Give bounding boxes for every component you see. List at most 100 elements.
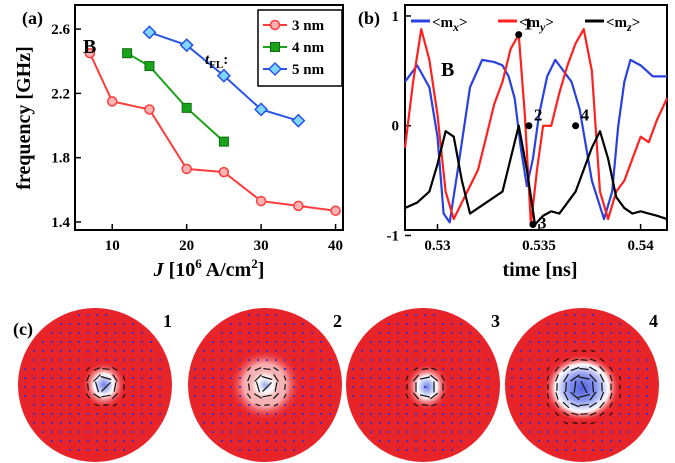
moment-arrow-74 [93, 367, 101, 371]
moment-dot-99 [203, 386, 205, 388]
panel-c: (c) 1 2 3 4 [13, 308, 659, 462]
moment-dot-186 [51, 440, 53, 442]
moment-arrow-75 [589, 366, 597, 372]
moment-dot-139 [442, 404, 444, 406]
moment-dot-78 [460, 368, 462, 370]
moment-dot-162 [51, 422, 53, 424]
moment-dot-87 [69, 377, 71, 379]
moment-dot-147 [51, 413, 53, 415]
moment-dot-87 [239, 377, 241, 379]
moment-arrow-119 [555, 392, 559, 400]
moment-dot-187 [388, 440, 390, 442]
moment-arrow-151 [571, 412, 579, 416]
moment-dot-42 [406, 350, 408, 352]
moment-dot-180 [266, 431, 268, 433]
moment-dot-158 [320, 413, 322, 415]
panel-a-ylabel: frequency [GHz] [13, 46, 35, 190]
moment-arrow-155 [609, 412, 613, 416]
moment-dot-100 [370, 386, 372, 388]
moment-dot-148 [230, 413, 232, 415]
marker-3-nm-6 [293, 200, 304, 212]
legend-label-5-nm: 5 nm [292, 62, 325, 78]
series-line-3-nm [88, 52, 336, 212]
moment-dot-80 [320, 368, 322, 370]
moment-dot-41 [556, 350, 558, 352]
panel-b-series [403, 28, 668, 226]
moment-dot-117 [538, 395, 540, 397]
moment-arrow-94 [618, 375, 622, 381]
moment-dot-187 [60, 440, 62, 442]
moment-dot-97 [159, 377, 161, 379]
moment-dot-168 [433, 422, 435, 424]
moment-dot-128 [637, 395, 639, 397]
series-line-mz [404, 124, 668, 226]
moment-dot-111 [141, 386, 143, 388]
moment-dot-102 [230, 386, 232, 388]
moment-dot-78 [619, 368, 621, 370]
moment-dot-189 [78, 440, 80, 442]
moment-arrow-74 [579, 367, 589, 371]
moment-dot-144 [487, 404, 489, 406]
moment-dot-115 [520, 395, 522, 397]
moment-dot-7 [574, 323, 576, 325]
moment-dot-68 [529, 368, 531, 370]
moment-dot-81 [329, 368, 331, 370]
moment-dot-14 [547, 332, 549, 334]
moment-dot-16 [248, 332, 250, 334]
moment-dot-72 [78, 368, 80, 370]
moment-dot-71 [239, 368, 241, 370]
moment-dot-191 [266, 440, 268, 442]
moment-dot-144 [329, 404, 331, 406]
moment-arrow-93 [122, 375, 126, 381]
moment-dot-88 [78, 377, 80, 379]
moment-dot-79 [628, 368, 630, 370]
moment-dot-176 [547, 431, 549, 433]
moment-dot-175 [221, 431, 223, 433]
moment-dot-28 [248, 341, 250, 343]
moment-arrow-121 [254, 393, 262, 399]
moment-arrow-108 [113, 382, 117, 392]
moment-dot-77 [451, 368, 453, 370]
panel-b-xlabel: time [ns] [503, 259, 578, 281]
moment-dot-110 [132, 386, 134, 388]
moment-dot-6 [248, 323, 250, 325]
moment-dot-65 [487, 359, 489, 361]
moment-dot-181 [592, 431, 594, 433]
snapshot-4: 4 [505, 308, 659, 462]
moment-dot-20 [284, 332, 286, 334]
moment-dot-185 [141, 431, 143, 433]
moment-dot-60 [284, 359, 286, 361]
moment-dot-179 [257, 431, 259, 433]
moment-dot-111 [469, 386, 471, 388]
moment-dot-132 [51, 404, 53, 406]
moment-dot-84 [529, 377, 531, 379]
snapshot-1-label: 1 [163, 311, 172, 331]
moment-dot-15 [69, 332, 71, 334]
moment-dot-197 [78, 449, 80, 451]
moment-dot-165 [78, 422, 80, 424]
moment-dot-151 [257, 413, 259, 415]
snapshot-4-core [544, 354, 620, 422]
moment-dot-35 [311, 341, 313, 343]
moment-dot-156 [619, 413, 621, 415]
moment-dot-150 [248, 413, 250, 415]
marker-3-nm-2 [144, 104, 155, 115]
series-line-4-nm [126, 52, 225, 143]
moment-dot-170 [451, 422, 453, 424]
moment-dot-154 [284, 413, 286, 415]
y-tick-label-1-8: 1.8 [51, 151, 70, 167]
moment-dot-186 [379, 440, 381, 442]
moment-dot-93 [451, 377, 453, 379]
moment-dot-54 [60, 359, 62, 361]
moment-dot-172 [141, 422, 143, 424]
moment-dot-33 [451, 341, 453, 343]
moment-arrow-140 [609, 402, 613, 408]
moment-dot-184 [460, 431, 462, 433]
moment-dot-173 [478, 422, 480, 424]
moment-dot-67 [520, 368, 522, 370]
moment-arrow-121 [570, 391, 580, 401]
moment-dot-65 [159, 359, 161, 361]
moment-dot-145 [33, 413, 35, 415]
moment-dot-35 [628, 341, 630, 343]
